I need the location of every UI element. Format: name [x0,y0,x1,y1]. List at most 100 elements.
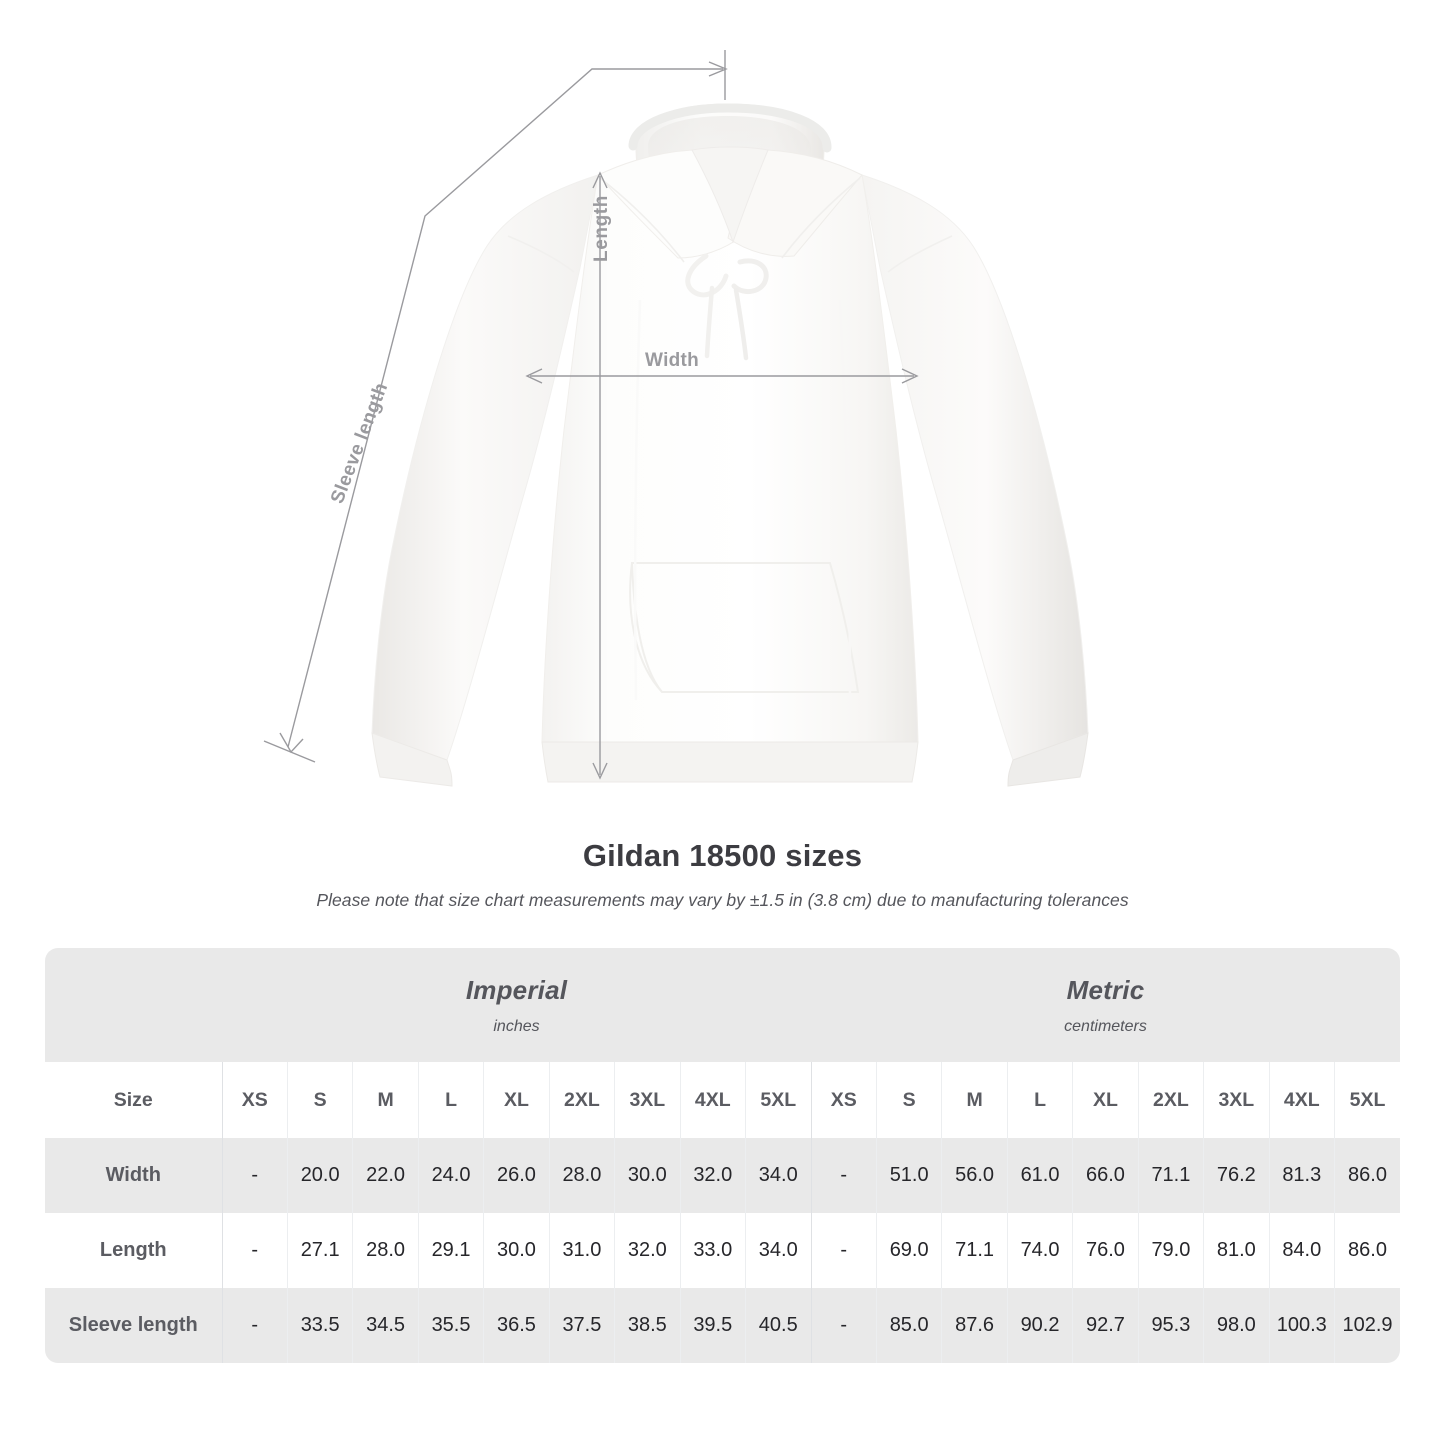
cell-sleeve-length-metric-2xl: 95.3 [1138,1288,1205,1363]
unit-name: Metric [1066,974,1145,1005]
cell-length-metric-s: 69.0 [876,1213,943,1288]
cell-width-imperial-4xl: 32.0 [680,1138,747,1213]
unit-banner-row: Imperial inches Metric centimeters [45,948,1400,1062]
cell-length-imperial-2xl: 31.0 [549,1213,616,1288]
size-header-imperial-xs: XS [222,1062,288,1138]
cell-width-metric-s: 51.0 [876,1138,943,1213]
unit-banner-spacer [45,948,222,1062]
cell-length-metric-4xl: 84.0 [1269,1213,1336,1288]
table-row: Sleeve length -33.5 34.5 35.5 36.5 37.5 38.5 39… [45,1288,1400,1363]
cell-sleeve-length-imperial-5xl: 40.5 [745,1288,812,1363]
size-header-imperial-m: M [352,1062,419,1138]
cell-length-imperial-5xl: 34.0 [745,1213,812,1288]
size-header-imperial-xl: XL [483,1062,550,1138]
size-header-imperial-4xl: 4XL [680,1062,747,1138]
cell-sleeve-length-imperial-3xl: 38.5 [614,1288,681,1363]
size-column-header: Size [45,1062,223,1138]
cell-sleeve-length-metric-5xl: 102.9 [1334,1288,1400,1363]
size-header-metric-5xl: 5XL [1334,1062,1400,1138]
cell-length-imperial-m: 28.0 [352,1213,419,1288]
tolerance-note: Please note that size chart measurements… [316,890,1129,910]
size-header-metric-l: L [1007,1062,1074,1138]
cell-width-metric-l: 61.0 [1007,1138,1074,1213]
cell-width-metric-3xl: 76.2 [1203,1138,1270,1213]
cell-length-metric-3xl: 81.0 [1203,1213,1270,1288]
cell-sleeve-length-metric-s: 85.0 [876,1288,943,1363]
cell-sleeve-length-metric-xs: - [811,1288,877,1363]
drawstring [685,253,769,361]
size-header-metric-3xl: 3XL [1203,1062,1270,1138]
cell-width-imperial-l: 24.0 [418,1138,485,1213]
size-header-metric-4xl: 4XL [1269,1062,1336,1138]
size-header-row: Size XS S M L XL 2XL 3XL 4XL 5XL XS S M L XL 2XL 3XL 4XL 5… [45,1062,1400,1138]
cell-width-metric-xs: - [811,1138,877,1213]
hoodie-diagram-svg [263,50,1089,787]
row-label-width: Width [45,1138,223,1213]
size-header-imperial-l: L [418,1062,485,1138]
cell-width-metric-5xl: 86.0 [1334,1138,1400,1213]
cell-sleeve-length-imperial-xl: 36.5 [483,1288,550,1363]
cell-sleeve-length-imperial-l: 35.5 [418,1288,485,1363]
cell-width-imperial-xl: 26.0 [483,1138,550,1213]
cell-width-imperial-2xl: 28.0 [549,1138,616,1213]
cell-sleeve-length-imperial-m: 34.5 [352,1288,419,1363]
hoodie-shape [371,103,1089,787]
cell-width-imperial-m: 22.0 [352,1138,419,1213]
cell-width-metric-4xl: 81.3 [1269,1138,1336,1213]
cell-sleeve-length-imperial-2xl: 37.5 [549,1288,616,1363]
size-header-metric-s: S [876,1062,943,1138]
unit-subtitle: centimeters [1064,1017,1147,1035]
cell-width-metric-2xl: 71.1 [1138,1138,1205,1213]
size-table: Imperial inches Metric centimeters Size XS S M L… [45,948,1400,1363]
cell-sleeve-length-metric-4xl: 100.3 [1269,1288,1336,1363]
page-title: Gildan 18500 sizes [582,838,863,873]
unit-header-metric: Metric centimeters [811,948,1400,1062]
cell-length-imperial-4xl: 33.0 [680,1213,747,1288]
cell-sleeve-length-metric-xl: 92.7 [1072,1288,1139,1363]
cell-length-imperial-xs: - [222,1213,288,1288]
cell-width-imperial-s: 20.0 [287,1138,354,1213]
length-measure-label: Length [591,195,612,262]
cell-sleeve-length-imperial-xs: - [222,1288,288,1363]
size-header-imperial-s: S [287,1062,354,1138]
table-row: Width -20.0 22.0 24.0 26.0 28.0 30.0 32.0 34.0-5… [45,1138,1400,1213]
row-label-length: Length [45,1213,223,1288]
cell-length-imperial-3xl: 32.0 [614,1213,681,1288]
unit-header-imperial: Imperial inches [222,948,811,1062]
width-measure-label: Width [645,350,700,371]
sleeve-measure-line [263,50,728,763]
size-table-container: Imperial inches Metric centimeters Size XS S M L… [45,948,1400,1363]
cell-sleeve-length-imperial-s: 33.5 [287,1288,354,1363]
cell-length-imperial-s: 27.1 [287,1213,354,1288]
cell-sleeve-length-metric-3xl: 98.0 [1203,1288,1270,1363]
unit-name: Imperial [465,974,568,1005]
cell-length-metric-2xl: 79.0 [1138,1213,1205,1288]
cell-width-imperial-xs: - [222,1138,288,1213]
size-header-metric-2xl: 2XL [1138,1062,1205,1138]
cell-width-metric-xl: 66.0 [1072,1138,1139,1213]
cell-width-imperial-5xl: 34.0 [745,1138,812,1213]
cell-sleeve-length-metric-m: 87.6 [941,1288,1008,1363]
table-row: Length -27.1 28.0 29.1 30.0 31.0 32.0 33.0 34.0-… [45,1213,1400,1288]
garment-illustration: Length Width Sleeve length [263,50,1089,787]
title-block: Gildan 18500 sizes Please note that size… [0,838,1445,911]
cell-width-metric-m: 56.0 [941,1138,1008,1213]
cell-length-imperial-xl: 30.0 [483,1213,550,1288]
measurement-lines [263,50,919,780]
cell-width-imperial-3xl: 30.0 [614,1138,681,1213]
size-header-metric-xs: XS [811,1062,877,1138]
size-header-metric-m: M [941,1062,1008,1138]
row-label-sleeve-length: Sleeve length [45,1288,223,1363]
cell-length-metric-xs: - [811,1213,877,1288]
size-header-metric-xl: XL [1072,1062,1139,1138]
cell-length-metric-xl: 76.0 [1072,1213,1139,1288]
cell-length-metric-m: 71.1 [941,1213,1008,1288]
length-measure-line [592,171,608,780]
cell-length-metric-5xl: 86.0 [1334,1213,1400,1288]
size-header-imperial-5xl: 5XL [745,1062,812,1138]
unit-subtitle: inches [493,1017,540,1035]
cell-length-metric-l: 74.0 [1007,1213,1074,1288]
size-header-imperial-3xl: 3XL [614,1062,681,1138]
size-header-imperial-2xl: 2XL [549,1062,616,1138]
